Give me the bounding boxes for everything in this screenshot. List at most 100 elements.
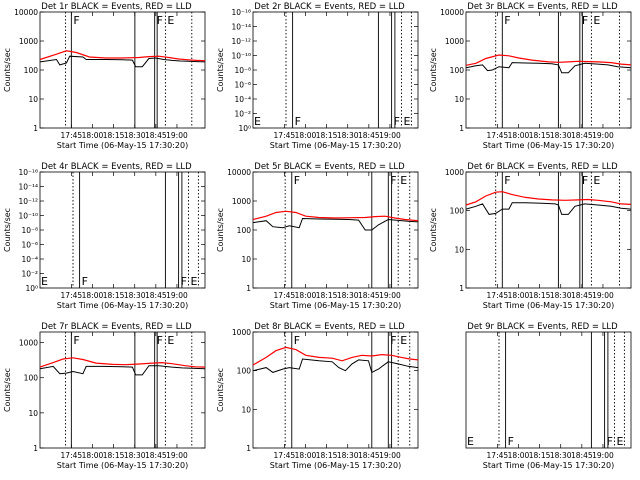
x-tick-label: 18:15 (529, 131, 551, 140)
x-tick-label: 18:00 (508, 291, 530, 300)
event-marker-label: F (82, 275, 88, 288)
y-tick-label: 10⁰ (25, 284, 38, 293)
plot-frame (252, 331, 419, 449)
lld-series-line (252, 210, 419, 222)
plot-frame (465, 171, 632, 289)
edge-marker-label: E (254, 115, 261, 128)
lld-series-line (465, 191, 632, 206)
x-tick-label: 18:00 (508, 131, 530, 140)
events-series-line (39, 55, 206, 68)
x-tick-label: 18:15 (529, 291, 551, 300)
y-tick-label: 10⁻¹⁶ (18, 168, 38, 177)
y-tick-label: 10 (241, 405, 251, 414)
x-tick-label: 18:45 (571, 131, 593, 140)
x-axis-label: Start Time (06-May-15 17:30:20) (57, 461, 188, 470)
event-marker-label: E (593, 174, 600, 187)
y-tick-label: 10⁻⁶ (234, 81, 251, 90)
x-tick-label: 18:30 (124, 131, 146, 140)
x-tick-label: 18:45 (571, 451, 593, 460)
event-marker-label: E (191, 275, 198, 288)
y-tick-label: 1000 (445, 168, 464, 177)
y-tick-label: 1 (33, 124, 38, 133)
y-tick-label: 10⁻¹² (231, 37, 251, 46)
event-marker-label: F (582, 174, 588, 187)
chart-title: Det 1r BLACK = Events, RED = LLD (41, 2, 192, 12)
y-tick-label: 1000 (19, 339, 38, 348)
y-axis-label: Counts/sec (429, 48, 438, 92)
event-marker-label: F (157, 14, 163, 27)
chart-title: Det 3r BLACK = Events, RED = LLD (467, 2, 618, 12)
y-tick-label: 1 (459, 284, 464, 293)
y-tick-label: 10000 (440, 8, 464, 17)
chart-panel-1: Det 1r BLACK = Events, RED = LLD 1 10 100 10… (3, 2, 206, 150)
y-tick-label: 100 (24, 66, 39, 75)
chart-panel-2: Det 2r BLACK = Events, RED = LLD 10⁰ 10⁻² 1… (216, 2, 419, 150)
lld-series-line (252, 346, 419, 366)
y-tick-label: 1 (246, 284, 251, 293)
events-series-line (39, 365, 206, 376)
lld-series-line (465, 54, 632, 66)
y-tick-label: 10⁻⁶ (21, 241, 38, 250)
x-tick-label: 17:45 (274, 131, 296, 140)
edge-marker-label: E (41, 275, 48, 288)
x-axis-label: Start Time (06-May-15 17:30:20) (483, 461, 614, 470)
y-tick-label: 10⁻² (21, 270, 38, 279)
y-tick-label: 1000 (445, 37, 464, 46)
edge-marker-label: E (467, 435, 474, 448)
x-tick-label: 19:00 (379, 131, 401, 140)
x-tick-label: 18:45 (145, 451, 167, 460)
lld-series-line (39, 357, 206, 368)
y-tick-label: 10 (241, 255, 251, 264)
y-tick-label: 100 (237, 226, 252, 235)
x-tick-label: 18:00 (82, 131, 104, 140)
events-series-line (252, 358, 419, 374)
x-tick-label: 17:45 (61, 291, 83, 300)
chart-panel-8: Det 8r BLACK = Events, RED = LLD 1 10 100 10… (216, 322, 419, 470)
y-tick-label: 100 (450, 207, 465, 216)
y-axis-label: Counts/sec (216, 48, 225, 92)
y-tick-label: 10 (28, 409, 38, 418)
x-tick-label: 18:45 (571, 291, 593, 300)
x-axis-label: Start Time (06-May-15 17:30:20) (270, 461, 401, 470)
plot-frame (39, 11, 206, 129)
x-tick-label: 18:15 (316, 451, 338, 460)
x-tick-label: 18:15 (316, 291, 338, 300)
x-tick-label: 17:45 (487, 291, 509, 300)
event-marker-label: F (181, 275, 187, 288)
y-tick-label: 10 (454, 245, 464, 254)
y-tick-label: 10⁻⁴ (234, 95, 251, 104)
x-tick-label: 18:30 (337, 451, 359, 460)
event-marker-label: E (404, 115, 411, 128)
x-tick-label: 18:30 (550, 451, 572, 460)
event-marker-label: F (390, 174, 396, 187)
plot-frame (252, 11, 419, 129)
x-tick-label: 18:15 (103, 291, 125, 300)
chart-panel-6: Det 6r BLACK = Events, RED = LLD 1 10 100 10… (429, 162, 632, 310)
x-tick-label: 19:00 (592, 131, 614, 140)
y-axis-label: Counts/sec (429, 208, 438, 252)
y-tick-label: 10⁻⁴ (21, 255, 38, 264)
y-tick-label: 100 (237, 367, 252, 376)
y-tick-label: 10⁻¹⁰ (18, 212, 38, 221)
y-axis-label: Counts/sec (3, 48, 12, 92)
x-tick-label: 19:00 (166, 451, 188, 460)
y-tick-label: 10 (454, 95, 464, 104)
y-tick-label: 1 (246, 444, 251, 453)
plot-frame (465, 331, 632, 449)
x-axis-label: Start Time (06-May-15 17:30:20) (270, 141, 401, 150)
x-axis-label: Start Time (06-May-15 17:30:20) (57, 301, 188, 310)
y-axis-label: Counts/sec (3, 208, 12, 252)
event-marker-label: E (593, 14, 600, 27)
plot-frame (252, 171, 419, 289)
y-tick-label: 10⁰ (238, 124, 251, 133)
x-tick-label: 18:30 (550, 131, 572, 140)
x-tick-label: 17:45 (274, 451, 296, 460)
y-tick-label: 10⁻⁸ (234, 66, 251, 75)
event-marker-label: E (617, 435, 624, 448)
event-marker-label: E (167, 14, 174, 27)
y-tick-label: 1 (459, 124, 464, 133)
y-tick-label: 10⁻¹⁰ (231, 52, 251, 61)
y-tick-label: 1000 (232, 328, 251, 337)
